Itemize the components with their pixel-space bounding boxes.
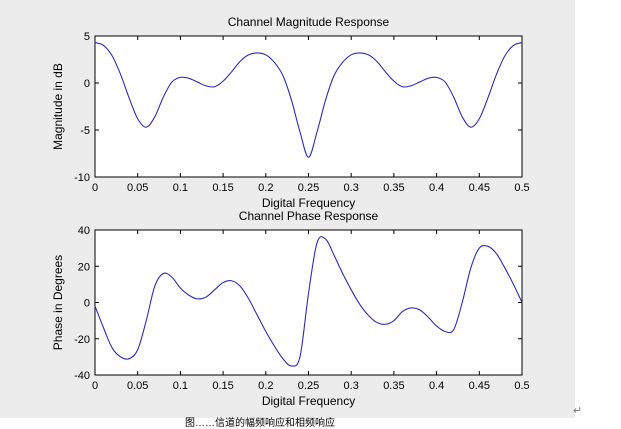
phase-y-axis-label: Phase in Degrees	[51, 255, 65, 350]
magnitude-series-line	[94, 42, 523, 158]
magnitude-ytick-label: 5	[84, 31, 90, 43]
phase-xtick-label: 0	[92, 380, 98, 392]
magnitude-ytick-label: -10	[74, 172, 90, 184]
magnitude-plot-area	[94, 35, 523, 178]
phase-chart: 0 0.05 0.1 0.15 0.2 0.25 0.3 0.35 0.4 0.45 0.5 -40 -…	[51, 209, 530, 408]
magnitude-xtick-label: 0.15	[212, 182, 233, 194]
phase-ytick-label: -20	[74, 334, 90, 346]
phase-xtick-label: 0.25	[298, 380, 319, 392]
phase-plot-area	[94, 229, 523, 376]
magnitude-xtick-label: 0.45	[469, 182, 490, 194]
paragraph-mark: ↵	[573, 405, 583, 417]
phase-xtick-label: 0.2	[258, 380, 273, 392]
phase-ytick-label: -40	[74, 370, 90, 382]
figure-caption: 图……信道的幅频响应和相频响应	[185, 418, 335, 429]
magnitude-xtick-label: 0.4	[429, 182, 444, 194]
magnitude-xtick-label: 0.5	[514, 182, 529, 194]
phase-chart-title: Channel Phase Response	[239, 209, 379, 223]
magnitude-ytick-label: -5	[80, 125, 90, 137]
magnitude-xtick-label: 0.35	[383, 182, 404, 194]
magnitude-xtick-label: 0.3	[344, 182, 359, 194]
magnitude-xtick-label: 0.05	[127, 182, 148, 194]
phase-xtick-label: 0.5	[514, 380, 529, 392]
phase-ytick-label: 20	[78, 261, 90, 273]
phase-xtick-label: 0.3	[344, 380, 359, 392]
phase-xtick-label: 0.45	[469, 380, 490, 392]
magnitude-xtick-label: 0.25	[298, 182, 319, 194]
phase-xtick-label: 0.05	[127, 380, 148, 392]
magnitude-ytick-label: 0	[84, 78, 90, 90]
magnitude-chart: 0 0.05 0.1 0.15 0.2 0.25 0.3 0.35 0.4 0.45 0.5 -10 -…	[51, 15, 530, 210]
magnitude-chart-title: Channel Magnitude Response	[228, 15, 390, 29]
magnitude-y-axis-label: Magnitude in dB	[51, 63, 65, 150]
magnitude-xtick-label: 0.2	[258, 182, 273, 194]
phase-xtick-label: 0.35	[383, 380, 404, 392]
phase-ytick-label: 0	[84, 298, 90, 310]
phase-xtick-label: 0.1	[173, 380, 188, 392]
phase-xtick-label: 0.15	[212, 380, 233, 392]
magnitude-xtick-label: 0	[92, 182, 98, 194]
magnitude-xtick-label: 0.1	[173, 182, 188, 194]
phase-series-line	[94, 236, 523, 367]
phase-xtick-label: 0.4	[429, 380, 444, 392]
phase-ytick-label: 40	[78, 225, 90, 237]
magnitude-x-axis-label: Digital Frequency	[262, 196, 355, 210]
phase-x-axis-label: Digital Frequency	[262, 394, 355, 408]
